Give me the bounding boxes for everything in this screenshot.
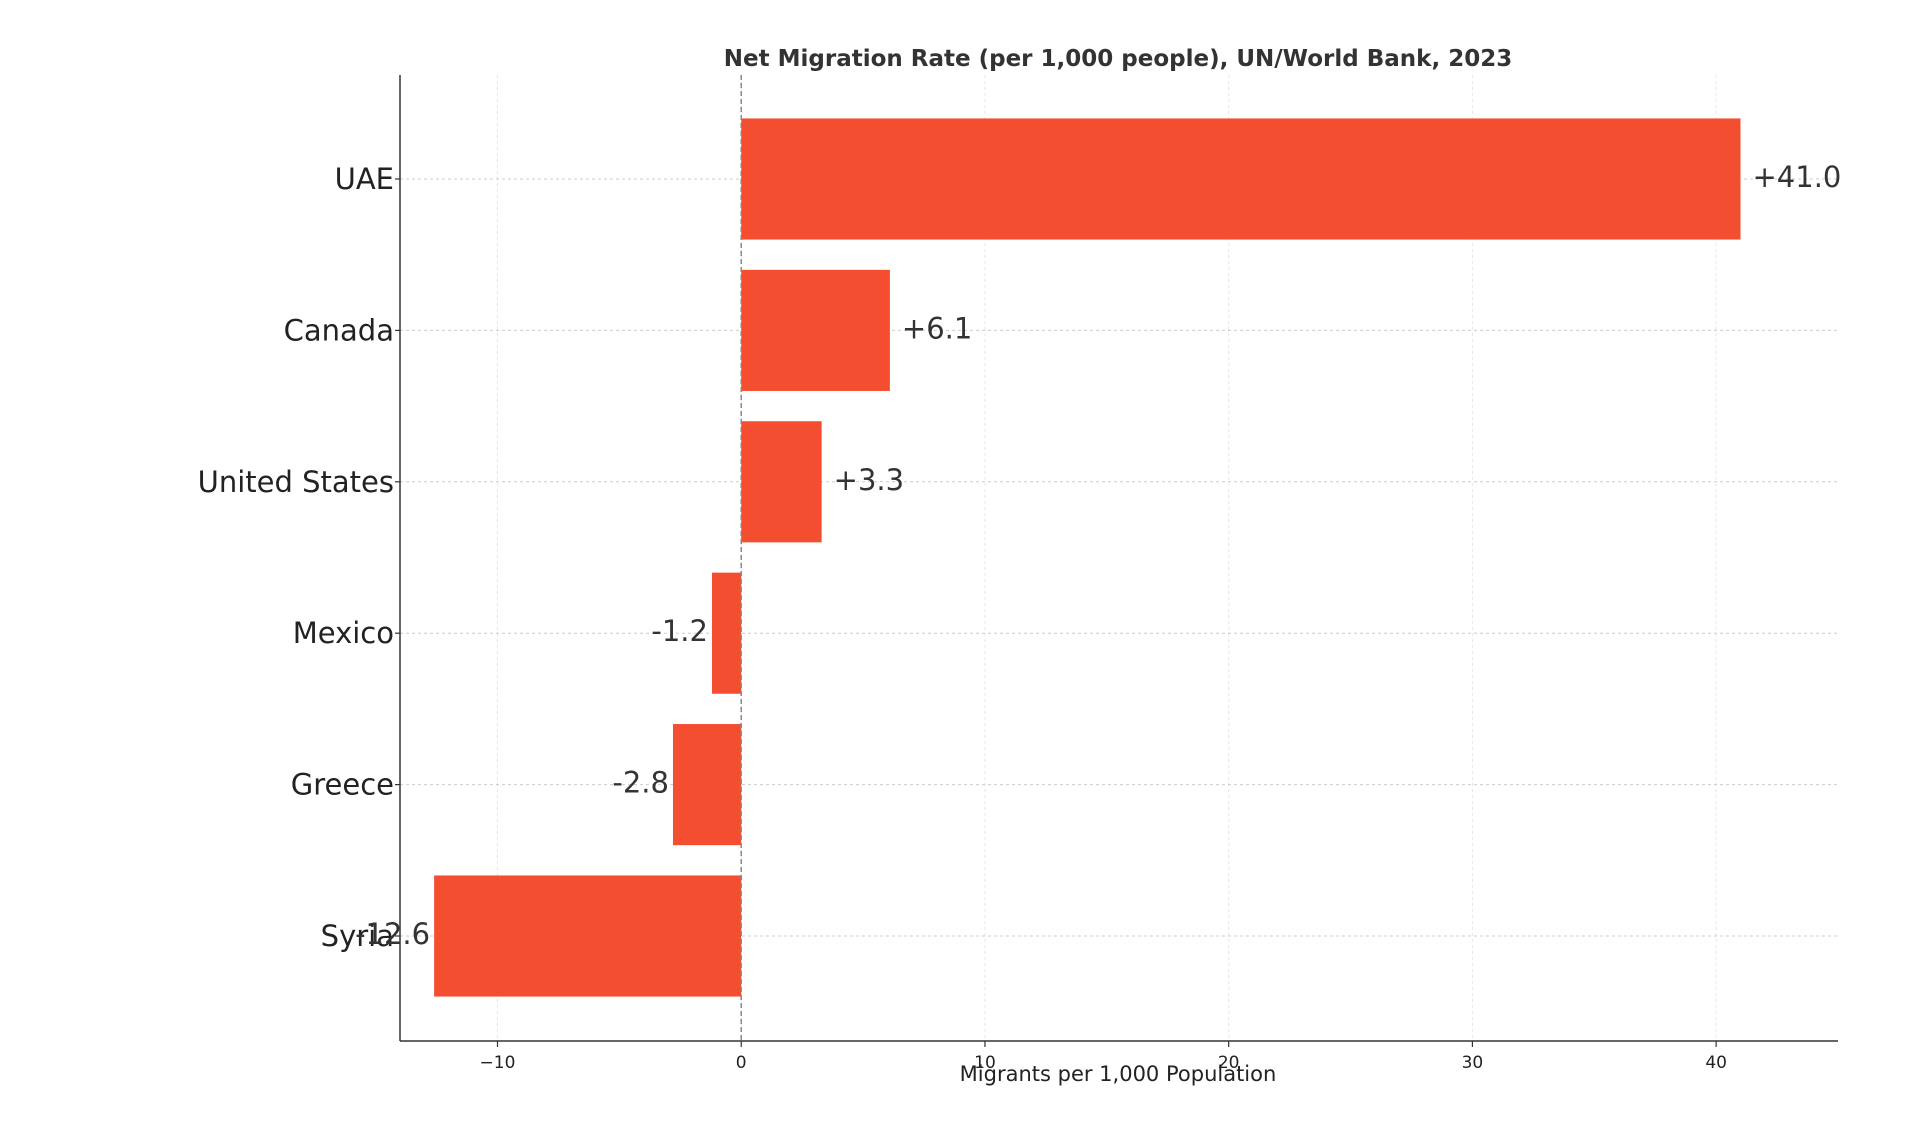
x-tick-label-4: 30 [1462,1053,1484,1073]
value-label-5: -12.6 [355,917,430,951]
x-tick-label-1: 0 [736,1053,747,1073]
y-category-label-2: United States [198,465,394,499]
value-label-3: -1.2 [651,614,708,648]
y-category-labels: UAE Canada United States Mexico Greece Syria [198,162,400,953]
value-label-0: +41.0 [1753,160,1842,194]
x-tick-label-2: 10 [974,1053,996,1073]
value-label-1: +6.1 [902,311,972,345]
bars [434,118,1741,997]
y-category-label-5: Syria [321,919,394,953]
axes [399,75,1838,1042]
y-category-label-4: Greece [291,768,394,802]
x-tick-label-0: −10 [480,1053,516,1073]
bar-united-states [741,421,822,543]
y-category-label-3: Mexico [293,616,394,650]
x-tick-label-5: 40 [1705,1053,1727,1073]
value-label-4: -2.8 [612,766,669,800]
bar-greece [672,724,742,846]
bar-canada [741,269,890,391]
value-label-2: +3.3 [834,463,904,497]
x-ticks: −10 0 10 20 30 40 [480,1041,1727,1073]
bar-syria [434,875,742,997]
y-category-label-1: Canada [284,313,394,347]
y-category-label-0: UAE [335,162,394,196]
chart-title: Net Migration Rate (per 1,000 people), U… [724,46,1512,72]
bar-uae [741,118,1741,240]
x-tick-label-3: 20 [1218,1053,1240,1073]
value-labels: +41.0 +6.1 +3.3 -1.2 -2.8 -12.6 [355,160,1841,951]
bar-mexico [711,572,742,694]
x-axis-label: Migrants per 1,000 Population [960,1062,1277,1086]
